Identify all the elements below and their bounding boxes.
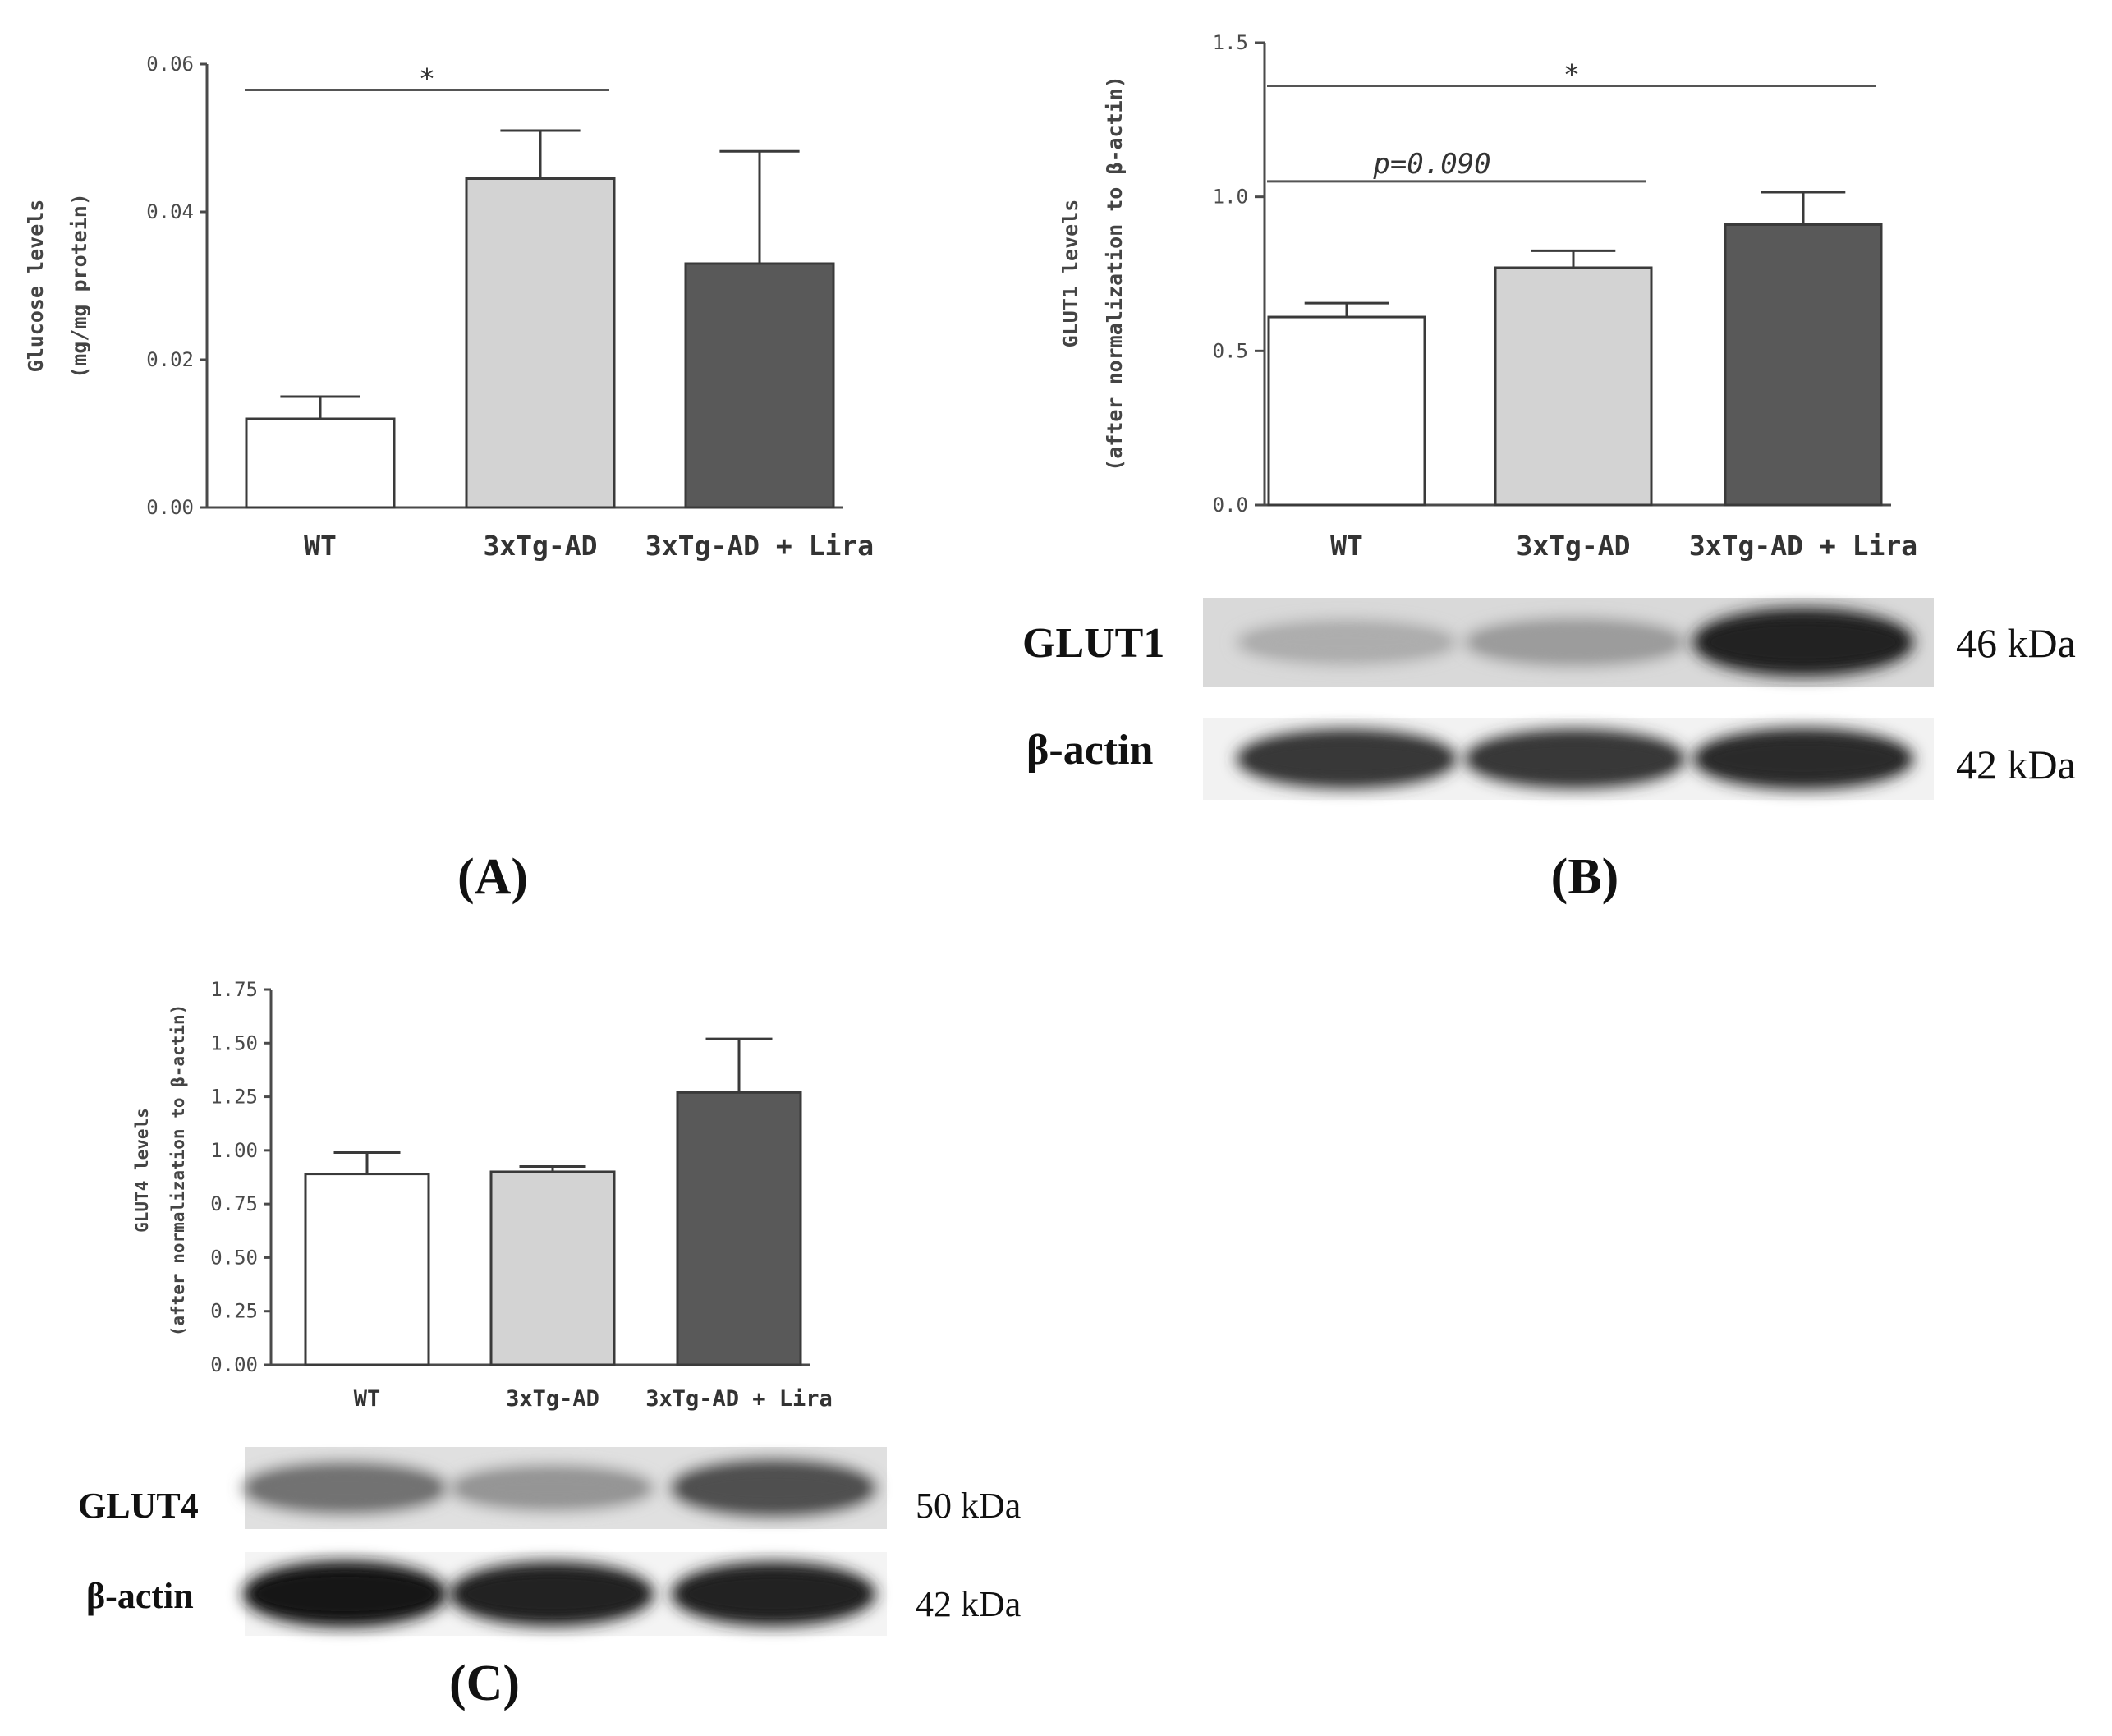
category-label: 3xTg-AD [506, 1386, 599, 1412]
category-label: 3xTg-AD + Lira [645, 530, 874, 562]
y-tick-label: 0.06 [146, 53, 194, 76]
y-tick-label: 0.25 [210, 1300, 258, 1323]
panel-label: (C) [449, 1656, 520, 1711]
bar [465, 177, 616, 509]
bar [1724, 223, 1883, 507]
significance-label: * [419, 63, 435, 96]
bar [684, 262, 835, 509]
bar [304, 1173, 430, 1366]
category-label: 3xTg-AD + Lira [645, 1386, 833, 1412]
blot-band-core [683, 1471, 864, 1505]
category-label: WT [354, 1386, 381, 1412]
blot-band-core [1476, 741, 1674, 777]
significance-label: * [1563, 59, 1580, 92]
y-tick-label: 0.00 [210, 1353, 258, 1376]
blot-band-core [255, 1573, 435, 1614]
bar [1267, 315, 1426, 507]
chart-panel-c: 0.00 0.25 0.50 0.75 1.00 1.25 1.50 1.75 GLUT4 le… [78, 978, 1021, 1711]
panel-label: (A) [457, 849, 528, 905]
blot-band-core [1248, 741, 1445, 777]
blot-size-label: 50 kDa [916, 1486, 1021, 1526]
y-tick-label: 0.75 [210, 1192, 258, 1215]
blot-label: GLUT1 [1022, 620, 1164, 667]
blot-band-core [461, 1574, 642, 1614]
y-tick-label: 0.04 [146, 200, 194, 223]
y-axis-label: (after normalization to β-actin) [1103, 76, 1127, 471]
y-tick-label: 0.00 [146, 496, 194, 519]
blot-size-label: 42 kDa [1956, 742, 2076, 788]
blot-band-core [683, 1574, 864, 1614]
y-axis-label: GLUT4 levels [132, 1108, 152, 1233]
y-axis-label: (mg/mg protein) [67, 193, 91, 379]
y-axis-label: (after normalization to β-actin) [168, 1004, 188, 1337]
y-tick-label: 0.0 [1213, 494, 1248, 517]
blot-band-core [1705, 621, 1902, 664]
bar [1494, 266, 1653, 507]
category-label: 3xTg-AD [1516, 530, 1630, 562]
y-tick-label: 0.5 [1213, 339, 1248, 362]
blot-band-core [1476, 627, 1674, 657]
blot-band-core [255, 1472, 435, 1504]
y-axis-label: Glucose levels [24, 200, 48, 373]
blot-band-core [1705, 740, 1902, 778]
chart-panel-a: 0.00 0.02 0.04 0.06 Glucose levels (mg/mg pro… [24, 53, 874, 905]
y-tick-label: 1.5 [1213, 31, 1248, 54]
blot-label: β-actin [86, 1576, 194, 1616]
y-axis-label: GLUT1 levels [1058, 200, 1082, 348]
bar [245, 417, 396, 509]
panel-label: (B) [1551, 849, 1619, 905]
blot-size-label: 46 kDa [1956, 620, 2076, 666]
blot-label: β-actin [1026, 727, 1154, 774]
y-tick-label: 1.00 [210, 1139, 258, 1162]
blot-label: GLUT4 [78, 1486, 199, 1526]
category-label: WT [1330, 530, 1363, 562]
category-label: WT [304, 530, 337, 562]
y-tick-label: 0.50 [210, 1246, 258, 1269]
category-label: 3xTg-AD [483, 530, 597, 562]
blot-band-core [1248, 628, 1445, 656]
significance-label: p=0.090 [1372, 148, 1490, 181]
blot-band-core [461, 1474, 642, 1502]
y-tick-label: 1.0 [1213, 186, 1248, 209]
y-tick-label: 0.02 [146, 348, 194, 371]
y-tick-label: 1.75 [210, 978, 258, 1001]
chart-panel-b: 0.0 0.5 1.0 1.5 GLUT1 levels (after normaliza… [1022, 31, 2076, 905]
category-label: 3xTg-AD + Lira [1689, 530, 1917, 562]
bar [489, 1170, 616, 1366]
y-tick-label: 1.25 [210, 1086, 258, 1109]
bar [676, 1091, 802, 1366]
blot-size-label: 42 kDa [916, 1584, 1021, 1624]
y-tick-label: 1.50 [210, 1031, 258, 1054]
